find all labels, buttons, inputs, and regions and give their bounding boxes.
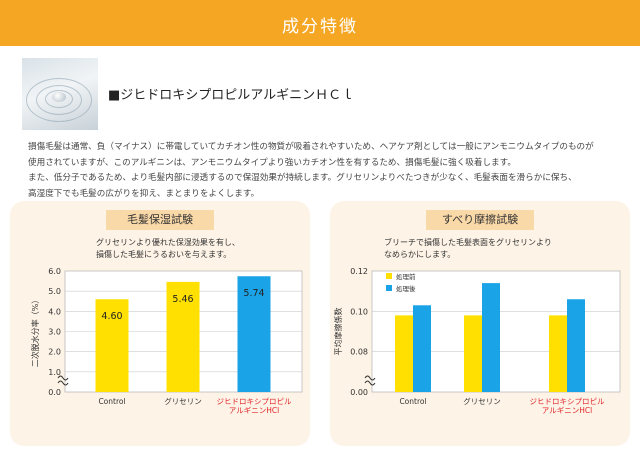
ripple-ring-middle — [36, 85, 82, 115]
legend-label: 処理後 — [396, 284, 416, 293]
bar — [95, 299, 129, 392]
y-tick-label: 5.0 — [48, 287, 61, 296]
y-tick-label: 3.0 — [48, 328, 61, 337]
friction-test-title: すべり摩擦試験 — [426, 210, 534, 230]
panel-desc-line: 損傷した毛髪にうるおいを与えます。 — [96, 250, 232, 259]
y-tick-label: 0.12 — [350, 267, 368, 276]
header-bar — [0, 0, 640, 46]
bar — [166, 281, 200, 392]
y-tick-label: 0.10 — [350, 307, 368, 316]
friction-test-panel: すべり摩擦試験 ブリーチで損傷した毛髪表面をグリセリンより なめらかにします。 … — [330, 201, 630, 446]
legend-swatch — [386, 285, 392, 291]
y-tick-label: 0.00 — [350, 388, 368, 397]
water-drop-image — [22, 58, 98, 130]
bar-before — [464, 315, 482, 392]
bar — [237, 276, 271, 392]
legend-swatch — [386, 273, 392, 279]
panel-desc-line: ブリーチで損傷した毛髪表面をグリセリンより — [384, 238, 552, 247]
moisture-test-description: グリセリンより優れた保湿効果を有し、 損傷した毛髪にうるおいを与えます。 — [96, 237, 316, 261]
y-axis-label: 二次脱水分率（%） — [30, 296, 40, 368]
bar-after — [567, 299, 585, 392]
data-label: 5.74 — [243, 288, 264, 299]
x-tick-label: Control — [399, 397, 426, 406]
legend-label: 処理前 — [396, 272, 416, 281]
y-tick-label: 0.08 — [350, 348, 368, 357]
y-tick-label: 6.0 — [48, 267, 61, 276]
description-line: 損傷毛髪は通常、負（マイナス）に帯電していてカチオン性の物質が吸着されやすいため… — [28, 142, 594, 152]
x-tick-label: グリセリン — [463, 396, 501, 406]
data-label: 4.60 — [101, 311, 122, 322]
panel-desc-line: グリセリンより優れた保湿効果を有し、 — [96, 238, 240, 247]
y-axis-label: 平均摩擦係数 — [333, 308, 343, 356]
axis-break-mark — [364, 375, 376, 386]
description-line: 使用されていますが、このアルギニンは、アンモニウムタイプより強いカチオン性を有す… — [28, 157, 516, 168]
x-tick-label: Control — [98, 397, 125, 406]
description-text: 損傷毛髪は通常、負（マイナス）に帯電していてカチオン性の物質が吸着されやすいため… — [28, 140, 628, 202]
ripple-ring-inner — [45, 90, 73, 108]
bar-before — [395, 315, 413, 392]
ingredient-name: ■ジヒドロキシプロピルアルギニンＨＣｌ — [108, 88, 355, 103]
description-line: 高湿度下でも毛髪の広がりを抑え、まとまりをよくします。 — [28, 188, 260, 199]
bar-after — [413, 305, 431, 392]
y-tick-label: 1.0 — [48, 368, 61, 377]
friction-test-description: ブリーチで損傷した毛髪表面をグリセリンより なめらかにします。 — [384, 237, 604, 261]
bar-before — [549, 315, 567, 392]
y-tick-label: 4.0 — [48, 307, 61, 316]
x-tick-label: ジヒドロキシプロピル — [217, 397, 292, 406]
axis-break-mark — [57, 375, 69, 386]
y-tick-label: 2.0 — [48, 348, 61, 357]
x-tick-label: グリセリン — [164, 396, 202, 406]
x-tick-label: ジヒドロキシプロピル — [530, 397, 605, 406]
moisture-test-title: 毛髪保湿試験 — [106, 210, 214, 230]
data-label: 5.46 — [172, 294, 193, 305]
moisture-test-panel: 毛髪保湿試験 グリセリンより優れた保湿効果を有し、 損傷した毛髪にうるおいを与え… — [10, 201, 310, 446]
x-tick-label: アルギニンHCl — [229, 406, 279, 415]
panel-desc-line: なめらかにします。 — [384, 250, 456, 259]
water-drop-icon — [52, 92, 66, 102]
page-title: 成分特徴 — [282, 17, 358, 37]
x-tick-label: アルギニンHCl — [542, 406, 592, 415]
description-line: また、低分子であるため、より毛髪内部に浸透するので保湿効果が持続します。グリセリ… — [28, 173, 577, 183]
moisture-bar-chart: 0.0 1.0 2.0 3.0 4.0 5.0 6.0 二次脱水分率（%） 4.60 5.46 5.… — [30, 267, 303, 415]
y-tick-label: 0.0 — [48, 388, 61, 397]
ripple-ring-outer — [26, 78, 92, 122]
bar-after — [482, 283, 500, 392]
